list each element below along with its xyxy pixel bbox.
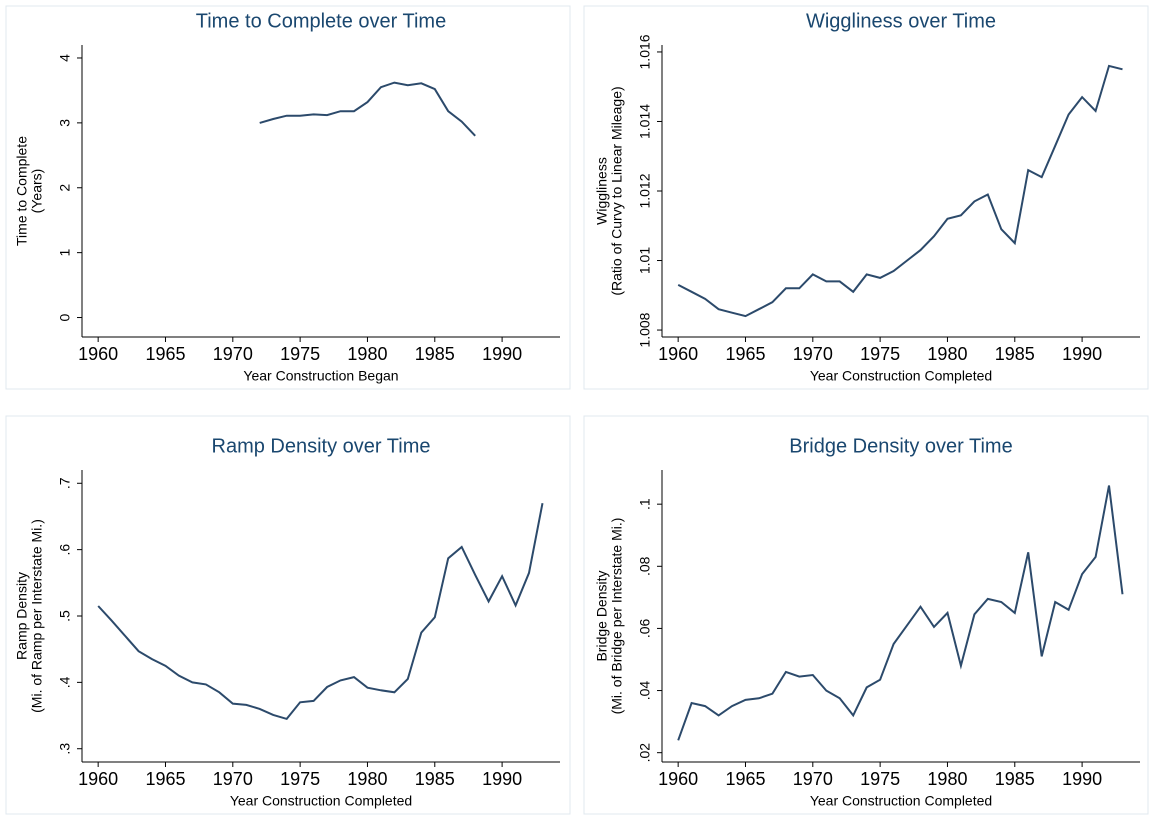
y-tick-label: 1.016 (637, 34, 653, 69)
x-tick-label: 1990 (482, 769, 522, 789)
y-tick-label: .4 (57, 676, 73, 688)
y-axis-label: Bridge Density (594, 570, 610, 661)
y-tick-label: 0 (57, 313, 73, 321)
y-tick-label: .08 (637, 556, 653, 576)
x-tick-label: 1960 (658, 769, 698, 789)
x-tick-label: 1970 (793, 769, 833, 789)
x-tick-label: 1960 (78, 344, 118, 364)
x-tick-label: 1985 (995, 344, 1035, 364)
chart-title: Ramp Density over Time (212, 435, 431, 457)
x-tick-label: 1965 (145, 344, 185, 364)
chart-title: Time to Complete over Time (196, 10, 446, 32)
panel-frame (583, 5, 1149, 390)
data-line (97, 503, 544, 721)
x-tick-label: 1960 (78, 769, 118, 789)
y-tick-label: 1.008 (637, 312, 653, 347)
x-tick-label: 1970 (213, 769, 253, 789)
data-line (677, 485, 1124, 741)
data-line (677, 64, 1123, 318)
y-tick-label: .04 (637, 681, 653, 701)
y-tick-label: .02 (637, 743, 653, 763)
chart-title: Bridge Density over Time (789, 435, 1012, 457)
y-tick-label: 1.014 (637, 104, 653, 139)
y-axis-label: Wiggliness (594, 157, 610, 225)
y-axis-label: (Ratio of Curvy to Linear Mileage) (609, 86, 625, 295)
x-tick-label: 1980 (927, 769, 967, 789)
x-tick-label: 1990 (1062, 344, 1102, 364)
x-tick-label: 1965 (145, 769, 185, 789)
x-tick-label: 1975 (280, 344, 320, 364)
panel-frame (5, 5, 571, 390)
x-tick-label: 1980 (347, 344, 387, 364)
chart-title: Wiggliness over Time (806, 10, 996, 32)
x-tick-label: 1980 (927, 344, 967, 364)
x-tick-label: 1990 (482, 344, 522, 364)
x-tick-label: 1970 (793, 344, 833, 364)
panel-frame (5, 415, 571, 815)
y-axis-label: (Mi. of Ramp per Interstate Mi.) (29, 519, 45, 713)
y-tick-label: 1.01 (637, 247, 653, 274)
x-tick-label: 1965 (725, 344, 765, 364)
y-tick-label: .1 (637, 498, 653, 510)
y-tick-label: 1 (57, 249, 73, 257)
data-line (259, 81, 476, 137)
y-tick-label: .5 (57, 610, 73, 622)
x-tick-label: 1985 (415, 769, 455, 789)
y-axis-label: Time to Complete (14, 136, 30, 246)
x-tick-label: 1965 (725, 769, 765, 789)
x-tick-label: 1990 (1062, 769, 1102, 789)
y-tick-label: 4 (57, 54, 73, 62)
y-axis-label: (Years) (29, 169, 45, 214)
x-axis-label: Year Construction Completed (230, 793, 412, 809)
y-tick-label: 2 (57, 184, 73, 192)
x-tick-label: 1970 (213, 344, 253, 364)
x-axis-label: Year Construction Began (243, 368, 398, 384)
y-tick-label: 3 (57, 119, 73, 127)
x-tick-label: 1980 (347, 769, 387, 789)
y-tick-label: .06 (637, 618, 653, 638)
y-axis-label: Ramp Density (14, 572, 30, 660)
y-tick-label: .6 (57, 544, 73, 556)
y-axis-label: (Mi. of Bridge per Interstate Mi.) (609, 518, 625, 715)
x-tick-label: 1975 (280, 769, 320, 789)
x-tick-label: 1985 (415, 344, 455, 364)
x-axis-label: Year Construction Completed (810, 793, 992, 809)
x-axis-label: Year Construction Completed (810, 368, 992, 384)
x-tick-label: 1985 (995, 769, 1035, 789)
x-tick-label: 1975 (860, 769, 900, 789)
panel-frame (583, 415, 1149, 815)
x-tick-label: 1960 (658, 344, 698, 364)
x-tick-label: 1975 (860, 344, 900, 364)
y-tick-label: 1.012 (637, 173, 653, 208)
y-tick-label: .7 (57, 477, 73, 489)
y-tick-label: .3 (57, 743, 73, 755)
